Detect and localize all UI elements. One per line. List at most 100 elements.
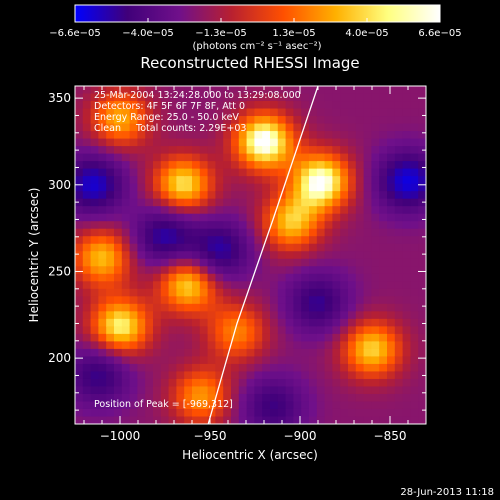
heatmap-cell (223, 401, 232, 410)
heatmap-cell (137, 288, 146, 297)
heatmap-cell (168, 371, 177, 380)
heatmap-cell (207, 401, 216, 410)
heatmap-cell (285, 153, 294, 162)
heatmap-cell (223, 288, 232, 297)
heatmap-cell (145, 243, 154, 252)
heatmap-cell (114, 213, 123, 222)
heatmap-cell (371, 288, 380, 297)
heatmap-cell (231, 168, 240, 177)
heatmap-cell (355, 93, 365, 102)
heatmap-cell (153, 228, 162, 237)
heatmap-cell (309, 416, 318, 424)
heatmap-cell (410, 348, 419, 357)
heatmap-cell (207, 123, 216, 132)
heatmap-cell (316, 288, 326, 297)
heatmap-cell (192, 198, 201, 207)
heatmap-cell (418, 176, 426, 185)
heatmap-cell (254, 116, 263, 125)
heatmap-cell (355, 138, 365, 147)
heatmap-cell (114, 311, 123, 320)
heatmap-cell (129, 93, 138, 102)
heatmap-cell (332, 333, 341, 342)
heatmap-cell (355, 311, 365, 320)
heatmap-cell (402, 371, 411, 380)
heatmap-cell (106, 123, 115, 132)
heatmap-cell (379, 326, 388, 335)
heatmap-cell (394, 281, 404, 290)
heatmap-cell (98, 213, 107, 222)
heatmap-cell (348, 341, 357, 350)
heatmap-cell (75, 348, 84, 357)
heatmap-cell (184, 303, 193, 312)
heatmap-cell (410, 356, 419, 365)
heatmap-cell (379, 146, 388, 155)
heatmap-cell (340, 386, 349, 395)
heatmap-cell (316, 281, 326, 290)
heatmap-cell (355, 101, 365, 110)
heatmap-cell (371, 378, 380, 388)
heatmap-cell (160, 191, 170, 200)
heatmap-cell (114, 123, 123, 132)
heatmap-cell (145, 303, 154, 312)
heatmap-cell (301, 416, 310, 424)
heatmap-cell (238, 161, 248, 170)
heatmap-cell (402, 243, 411, 252)
heatmap-cell (145, 273, 154, 282)
heatmap-cell (207, 378, 216, 388)
heatmap-cell (168, 131, 177, 140)
heatmap-cell (114, 161, 123, 170)
heatmap-cell (394, 378, 404, 388)
heatmap-cell (121, 341, 131, 350)
heatmap-cell (277, 93, 287, 102)
heatmap-cell (387, 198, 396, 207)
heatmap-cell (316, 161, 326, 170)
heatmap-cell (75, 198, 84, 207)
heatmap-cell (114, 371, 123, 380)
heatmap-cell (114, 408, 123, 418)
heatmap-cell (301, 176, 310, 185)
heatmap-cell (90, 176, 99, 185)
heatmap-cell (394, 191, 404, 200)
heatmap-cell (324, 288, 333, 297)
heatmap-cell (176, 341, 185, 350)
heatmap-cell (137, 153, 146, 162)
heatmap-cell (207, 371, 216, 380)
heatmap-cell (168, 378, 177, 388)
heatmap-cell (285, 311, 294, 320)
heatmap-cell (254, 198, 263, 207)
heatmap-cell (254, 401, 263, 410)
heatmap-cell (402, 176, 411, 185)
heatmap-cell (137, 393, 146, 403)
heatmap-cell (207, 296, 216, 305)
heatmap-cell (168, 348, 177, 357)
heatmap-cell (129, 108, 138, 117)
heatmap-cell (231, 258, 240, 267)
heatmap-cell (316, 243, 326, 252)
heatmap-cell (402, 116, 411, 125)
heatmap-cell (262, 266, 271, 275)
heatmap-cell (418, 123, 426, 132)
heatmap-cell (402, 146, 411, 155)
heatmap-cell (231, 266, 240, 275)
heatmap-cell (192, 191, 201, 200)
heatmap-cell (387, 138, 396, 147)
heatmap-cell (106, 266, 115, 275)
heatmap-cell (402, 318, 411, 327)
heatmap-cell (316, 236, 326, 245)
heatmap-cell (418, 348, 426, 357)
heatmap-cell (98, 123, 107, 132)
heatmap-cell (348, 311, 357, 320)
heatmap-cell (192, 108, 201, 117)
colorbar-ticks: −6.6e−05 −4.0e−05 −1.3e−05 1.3e−05 4.0e−05 6.… (49, 18, 462, 39)
heatmap-cell (137, 93, 146, 102)
heatmap-cell (387, 311, 396, 320)
heatmap-cell (145, 311, 154, 320)
heatmap-cell (379, 356, 388, 365)
heatmap-cell (207, 318, 216, 327)
heatmap-cell (402, 393, 411, 403)
heatmap-cell (168, 416, 177, 424)
heatmap-cell (192, 281, 201, 290)
heatmap-cell (254, 318, 263, 327)
heatmap-cell (332, 161, 341, 170)
